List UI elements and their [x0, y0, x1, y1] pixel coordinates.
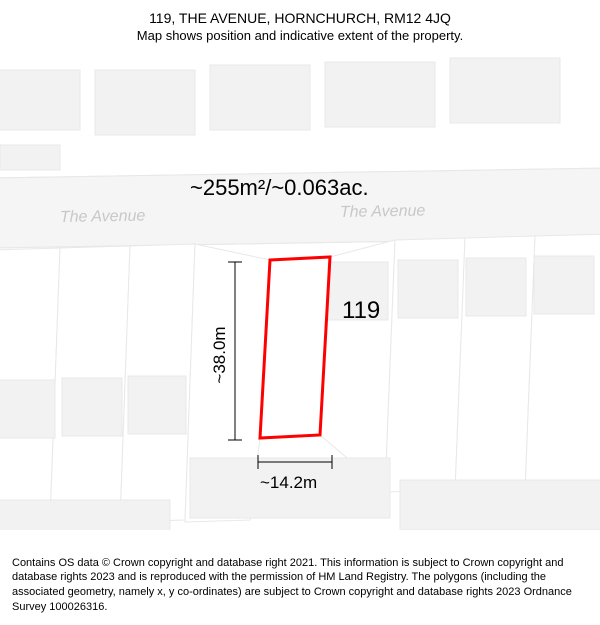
page-title: 119, THE AVENUE, HORNCHURCH, RM12 4JQ	[20, 10, 580, 26]
building-shape	[0, 500, 170, 530]
property-map: The Avenue The Avenue ~255m²/~0.063ac. 1…	[0, 50, 600, 530]
page-subtitle: Map shows position and indicative extent…	[20, 28, 580, 43]
building-shape	[450, 58, 560, 123]
building-shape	[534, 256, 594, 314]
copyright-footer: Contains OS data © Crown copyright and d…	[0, 548, 600, 625]
building-shape	[0, 145, 60, 170]
area-label: ~255m²/~0.063ac.	[190, 175, 369, 200]
buildings-top	[0, 58, 560, 170]
building-shape	[325, 62, 435, 127]
building-shape	[95, 70, 195, 135]
building-shape	[400, 480, 600, 530]
dim-height-label: ~38.0m	[210, 326, 229, 383]
building-shape	[466, 258, 526, 316]
building-shape	[398, 260, 458, 318]
dim-width-label: ~14.2m	[260, 473, 317, 492]
building-shape	[0, 380, 55, 438]
street-name-label: The Avenue	[60, 208, 146, 226]
building-shape	[210, 65, 310, 130]
building-shape	[128, 376, 186, 434]
property-plot-outline	[260, 257, 330, 438]
building-shape	[0, 70, 80, 130]
header: 119, THE AVENUE, HORNCHURCH, RM12 4JQ Ma…	[0, 0, 600, 47]
building-shape	[62, 378, 122, 436]
street-name-label-2: The Avenue	[340, 203, 426, 221]
map-container: The Avenue The Avenue ~255m²/~0.063ac. 1…	[0, 50, 600, 530]
house-number-label: 119	[342, 297, 380, 324]
